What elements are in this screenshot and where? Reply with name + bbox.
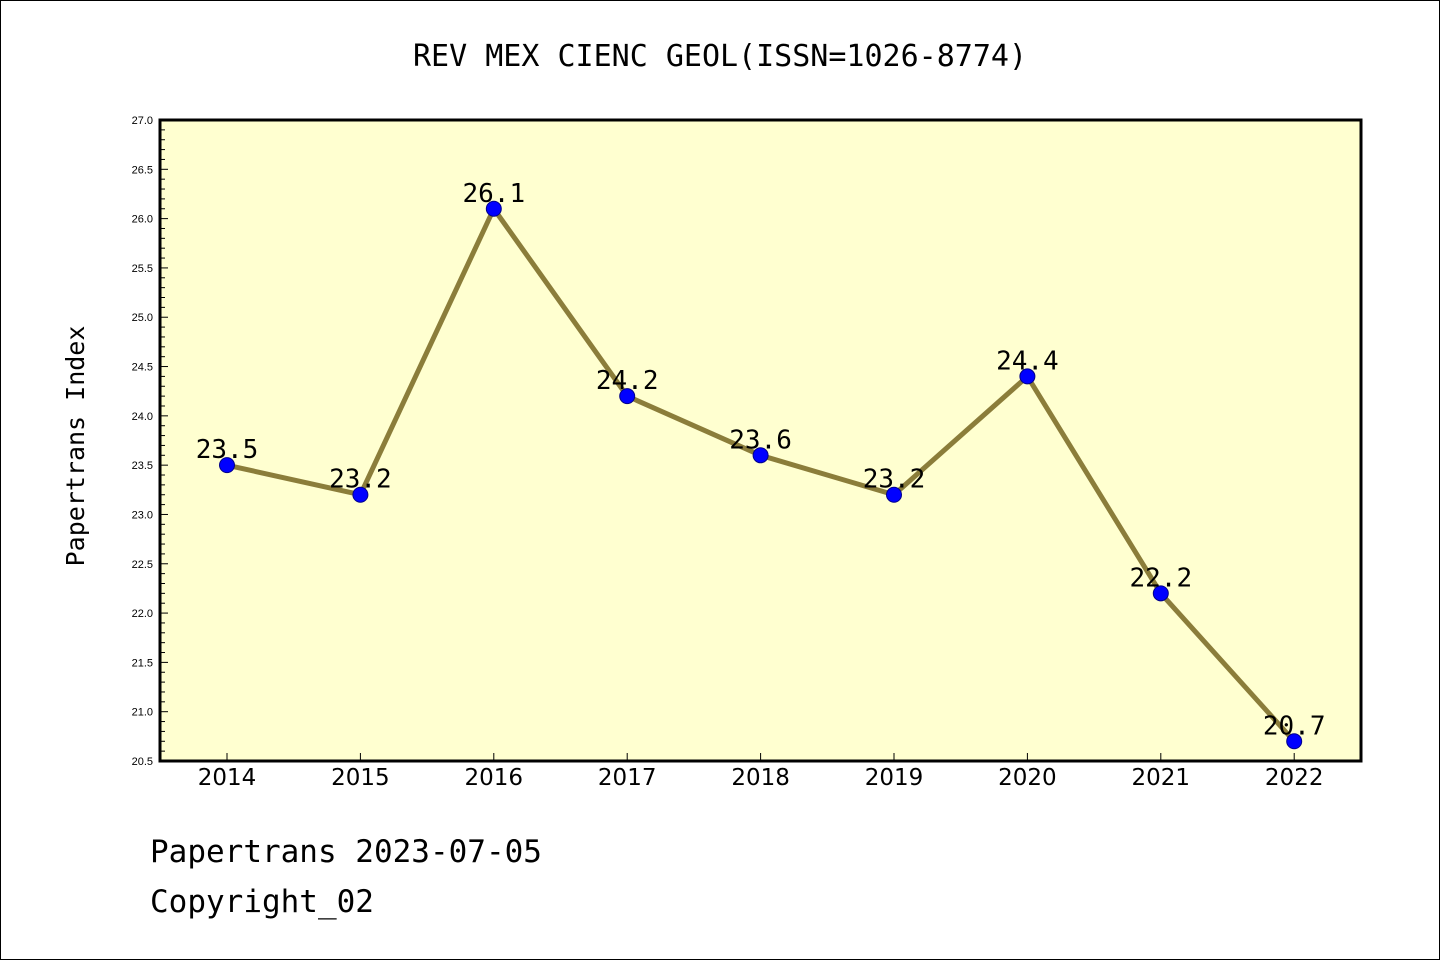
y-tick-label: 22.0 [132,608,153,620]
y-tick-label: 25.0 [132,312,153,324]
x-tick-label: 2017 [598,765,657,791]
data-point [619,388,636,405]
data-label: 26.1 [462,179,525,209]
data-label: 23.2 [329,465,392,495]
x-tick-label: 2018 [731,765,790,791]
data-label: 23.2 [863,465,926,495]
y-axis: 20.5 21.0 21.5 22.0 22.5 23.0 23.5 24.0 24.5 25.0… [132,115,168,768]
data-point [352,486,369,503]
y-tick-label: 26.5 [132,164,153,176]
data-label: 24.4 [996,346,1059,376]
y-tick-label: 27.0 [132,115,153,127]
y-tick-label: 23.5 [132,460,153,472]
y-tick-label: 22.5 [132,559,153,571]
y-axis-label: Papertrans Index [61,326,90,567]
x-tick-label: 2021 [1132,765,1191,791]
y-tick-label: 26.0 [132,214,153,226]
y-tick-label: 24.0 [132,411,153,423]
x-axis: 2014 2015 2016 2017 2018 2019 2020 2021 2022 [198,753,1324,791]
data-label: 23.5 [196,435,259,465]
data-point [752,447,769,464]
data-point [1152,585,1169,602]
footer-copyright: Copyright_02 [150,884,374,920]
data-point [219,457,235,474]
chart-title: REV MEX CIENC GEOL(ISSN=1026-8774) [413,39,1027,74]
y-tick-label: 23.0 [132,509,153,521]
data-label: 22.2 [1129,563,1192,593]
data-point [1286,733,1303,750]
data-label: 23.6 [729,425,792,455]
footer-date: Papertrans 2023-07-05 [150,834,542,870]
data-labels: 23.5 23.2 26.1 24.2 23.6 23.2 24.4 22.2 20.7 [196,179,1326,742]
y-tick-label: 21.0 [132,707,153,719]
x-tick-label: 2020 [998,765,1057,791]
data-points [219,200,1303,750]
x-tick-label: 2019 [865,765,924,791]
plot-area [158,118,1363,763]
x-tick-label: 2016 [465,765,524,791]
data-label: 24.2 [596,366,659,396]
data-point [886,486,902,503]
data-point [485,200,502,217]
y-tick-label: 25.5 [132,263,153,275]
x-tick-label: 2014 [198,765,257,791]
data-label: 20.7 [1263,711,1326,741]
y-tick-label: 24.5 [132,362,153,374]
y-tick-label: 20.5 [132,756,153,768]
data-point [1019,368,1036,385]
y-tick-label: 21.5 [132,657,153,669]
x-tick-label: 2015 [331,765,390,791]
x-tick-label: 2022 [1265,765,1324,791]
